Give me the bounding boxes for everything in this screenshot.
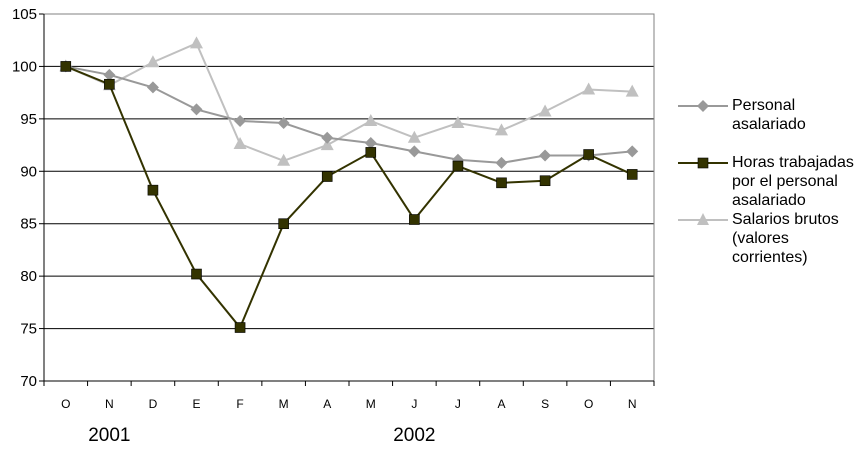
y-tick-label: 85 — [20, 216, 37, 233]
data-point-triangle — [538, 104, 552, 117]
data-point-square — [496, 177, 507, 189]
x-tick-label: O — [61, 397, 70, 411]
plot-frame — [43, 13, 655, 382]
series-line — [65, 42, 633, 162]
data-point-square — [191, 268, 202, 280]
data-point-diamond — [364, 136, 377, 149]
x-tick-label: S — [541, 397, 549, 411]
data-point-triangle — [582, 82, 596, 95]
y-tick-label: 80 — [20, 268, 37, 285]
x-tick-label: J — [455, 397, 461, 411]
data-point-diamond — [234, 114, 247, 127]
data-point-triangle — [190, 36, 203, 49]
legend-label-personal: Personal asalariado — [732, 97, 806, 133]
data-point-triangle — [233, 137, 247, 150]
data-point-triangle — [364, 113, 378, 126]
x-tick-label: M — [279, 397, 289, 411]
data-point-diamond — [190, 103, 203, 116]
data-point-triangle — [495, 123, 508, 136]
x-tick-label: J — [411, 397, 417, 411]
x-tick-label: D — [149, 397, 158, 411]
data-point-square — [583, 149, 594, 160]
series — [59, 36, 639, 333]
legend-swatch-horas — [678, 157, 728, 169]
x-tick-label: A — [497, 397, 505, 411]
legend: Personal asalariado Horas trabajadas por… — [678, 96, 858, 267]
series-line — [65, 65, 633, 164]
data-point-triangle — [146, 55, 160, 68]
legend-swatch-personal — [678, 100, 728, 112]
y-tick-label: 105 — [12, 6, 37, 23]
year-label: 2002 — [393, 425, 435, 446]
y-tick-label: 90 — [20, 163, 37, 180]
data-point-diamond — [277, 117, 290, 130]
data-point-square — [234, 322, 246, 333]
tick-labels: 70 75 80 85 90 95 100 105 O N D E F M A M J J A S O N 2001 2002 — [12, 6, 637, 446]
data-point-square — [626, 169, 638, 180]
x-tick-label: O — [584, 397, 593, 411]
legend-label-salarios: Salarios brutos (valores corrientes) — [732, 211, 839, 266]
data-point-square — [60, 61, 72, 72]
x-tick-label: E — [192, 397, 200, 411]
series-triangle — [59, 36, 639, 166]
data-point-triangle — [320, 138, 334, 151]
axes — [39, 13, 655, 386]
data-point-triangle — [277, 153, 291, 166]
data-point-square — [104, 78, 115, 90]
data-point-diamond — [539, 149, 552, 162]
y-tick-label: 75 — [20, 321, 37, 338]
data-point-square — [539, 175, 551, 187]
x-tick-label: N — [105, 397, 114, 411]
legend-item-salarios: Salarios brutos (valores corrientes) — [678, 210, 858, 267]
data-point-diamond — [408, 145, 421, 158]
data-point-diamond — [495, 156, 508, 169]
y-tick-label: 70 — [20, 373, 37, 390]
legend-item-personal: Personal asalariado — [678, 96, 858, 153]
data-point-triangle — [407, 130, 421, 143]
data-point-diamond — [321, 131, 334, 144]
data-point-diamond — [626, 145, 639, 158]
data-point-square — [147, 184, 159, 196]
data-point-square — [365, 147, 377, 158]
legend-swatch-salarios — [678, 213, 728, 225]
data-point-triangle — [451, 116, 465, 129]
data-point-diamond — [103, 68, 116, 81]
data-point-diamond — [146, 81, 159, 94]
data-point-square — [278, 218, 289, 230]
x-tick-label: N — [628, 397, 637, 411]
y-tick-label: 100 — [12, 58, 37, 75]
data-point-square — [321, 171, 333, 182]
series-diamond — [59, 60, 639, 169]
x-tick-label: M — [366, 397, 376, 411]
data-point-square — [452, 160, 464, 172]
x-tick-label: F — [236, 397, 243, 411]
data-point-square — [409, 214, 420, 225]
legend-item-horas: Horas trabajadas por el personal asalari… — [678, 153, 858, 210]
series-line — [65, 65, 633, 330]
y-tick-label: 95 — [20, 111, 37, 128]
series-square — [60, 61, 638, 333]
legend-label-horas: Horas trabajadas por el personal asalari… — [732, 154, 854, 209]
x-tick-label: A — [323, 397, 331, 411]
year-label: 2001 — [88, 425, 130, 446]
data-point-triangle — [625, 84, 639, 97]
